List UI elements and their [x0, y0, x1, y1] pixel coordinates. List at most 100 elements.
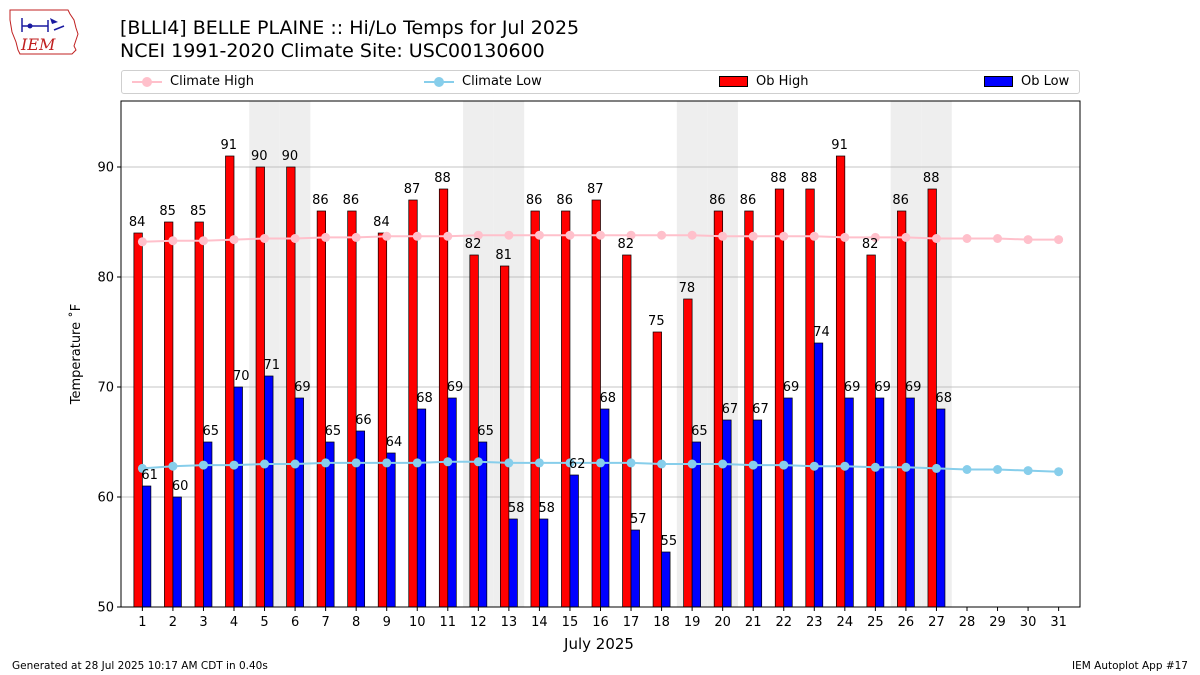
climate-low-point	[412, 458, 422, 468]
x-tick-label: 19	[684, 615, 701, 630]
climate-low-point	[626, 458, 636, 468]
ob-low-label: 68	[599, 391, 616, 406]
climate-high-point	[993, 234, 1003, 243]
x-tick-label: 29	[989, 615, 1006, 630]
ob-high-bar	[500, 265, 510, 608]
climate-high-point	[687, 230, 697, 240]
x-tick-label: 5	[260, 615, 268, 630]
ob-low-bar	[905, 397, 915, 608]
ob-low-bar	[447, 397, 457, 608]
ob-high-bar	[194, 221, 204, 608]
climate-high-point	[1023, 235, 1033, 245]
ob-low-bar	[722, 419, 732, 608]
ob-low-bar	[844, 397, 854, 608]
climate-high-point	[657, 230, 667, 240]
logo-text: IEM	[20, 35, 56, 54]
ob-high-bar	[530, 210, 540, 608]
climate-low-point	[565, 458, 575, 468]
ob-high-label: 81	[495, 248, 512, 263]
ob-high-bar	[561, 210, 571, 608]
ob-low-label: 61	[141, 468, 158, 483]
ob-low-label: 65	[691, 424, 708, 439]
ob-high-bar	[377, 232, 388, 608]
ob-low-label: 58	[508, 501, 525, 516]
ob-low-label: 69	[783, 380, 800, 395]
ob-high-label: 90	[282, 149, 299, 164]
x-tick-label: 9	[383, 615, 391, 630]
ob-high-label: 86	[892, 193, 909, 208]
x-tick-label: 22	[775, 615, 792, 630]
climate-high-point	[718, 231, 728, 241]
ob-high-label: 82	[618, 237, 635, 252]
climate-high-point	[809, 231, 819, 241]
climate-low-point	[1054, 467, 1064, 477]
ob-low-label: 74	[813, 325, 830, 340]
y-axis-label: Temperature ˚F	[68, 304, 84, 405]
x-tick-label: 2	[169, 615, 177, 630]
x-axis-label: July 2025	[563, 635, 634, 653]
legend-climate-low-label: Climate Low	[462, 74, 542, 89]
climate-high-point	[870, 232, 880, 242]
ob-low-label: 68	[935, 391, 952, 406]
ob-low-bar	[783, 397, 793, 608]
climate-low-point	[718, 459, 728, 469]
climate-high-point	[931, 234, 941, 243]
climate-low-point	[290, 459, 300, 469]
x-tick-label: 15	[562, 615, 579, 630]
ob-high-label: 87	[587, 182, 604, 197]
climate-high-point	[382, 231, 392, 241]
climate-high-point	[168, 236, 178, 246]
x-tick-label: 1	[138, 615, 146, 630]
ob-low-label: 65	[325, 424, 342, 439]
climate-low-point	[962, 465, 972, 474]
ob-low-bar	[386, 452, 396, 608]
x-tick-label: 8	[352, 615, 360, 630]
ob-low-label: 60	[172, 479, 189, 494]
ob-low-label: 69	[844, 380, 861, 395]
x-tick-label: 7	[321, 615, 329, 630]
x-tick-label: 31	[1050, 615, 1067, 630]
climate-low-point	[321, 458, 331, 468]
climate-high-swatch	[132, 76, 162, 87]
climate-high-point	[962, 234, 972, 243]
climate-low-point	[229, 460, 239, 470]
plot-frame	[120, 100, 1081, 608]
x-tick-label: 25	[867, 615, 884, 630]
footer-generated: Generated at 28 Jul 2025 10:17 AM CDT in…	[12, 660, 268, 672]
climate-low-swatch	[424, 76, 454, 87]
chart-title: [BLLI4] BELLE PLAINE :: Hi/Lo Temps for …	[120, 17, 580, 39]
ob-low-bar	[172, 496, 182, 608]
x-tick-label: 6	[291, 615, 299, 630]
legend-ob-low-label: Ob Low	[1021, 74, 1070, 89]
ob-high-label: 86	[740, 193, 757, 208]
climate-low-point	[137, 463, 147, 473]
ob-high-bar	[897, 210, 907, 608]
x-tick-label: 24	[837, 615, 854, 630]
x-tick-label: 23	[806, 615, 823, 630]
ob-high-bar	[866, 254, 876, 608]
ob-high-label: 75	[648, 314, 665, 329]
ob-low-label: 66	[355, 413, 372, 428]
ob-low-label: 67	[722, 402, 739, 417]
climate-low-point	[931, 463, 941, 473]
climate-low-point	[748, 460, 758, 470]
climate-low-point	[168, 461, 178, 471]
climate-high-point	[779, 231, 789, 241]
ob-low-bar	[569, 474, 579, 608]
ob-high-label: 84	[373, 215, 390, 230]
ob-high-label: 88	[770, 171, 787, 186]
climate-high-point	[137, 237, 147, 247]
legend-climate-low: Climate Low	[424, 74, 542, 89]
ob-low-label: 57	[630, 512, 647, 527]
ob-high-bar	[622, 254, 632, 608]
y-tick-label: 60	[97, 491, 114, 506]
ob-low-label: 68	[416, 391, 433, 406]
ob-low-bar	[294, 397, 304, 608]
ob-high-label: 86	[556, 193, 573, 208]
climate-low-point	[596, 458, 605, 468]
ob-low-label: 69	[447, 380, 464, 395]
ob-high-bar	[164, 221, 174, 608]
ob-high-label: 88	[801, 171, 818, 186]
x-tick-label: 4	[230, 615, 238, 630]
